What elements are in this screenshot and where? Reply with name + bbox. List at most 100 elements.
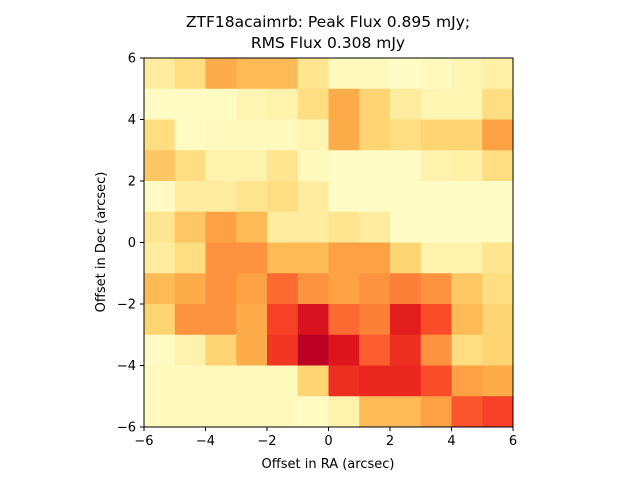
y-tick-label: 0 — [128, 236, 136, 251]
heatmap-cell — [482, 273, 514, 305]
heatmap-cell — [451, 119, 483, 151]
heatmap-cell — [267, 181, 299, 213]
heatmap-cell — [174, 181, 206, 213]
heatmap-cell — [267, 304, 299, 336]
heatmap-cells — [144, 58, 514, 428]
heatmap-cell — [420, 88, 452, 120]
heatmap-cell — [359, 211, 391, 243]
heatmap-cell — [328, 334, 360, 366]
heatmap-cell — [236, 119, 268, 151]
heatmap-cell — [236, 58, 268, 90]
heatmap-cell — [420, 181, 452, 213]
heatmap-cell — [359, 150, 391, 182]
heatmap-cell — [482, 150, 514, 182]
heatmap-cell — [205, 242, 237, 274]
heatmap-cell — [205, 119, 237, 151]
heatmap-cell — [267, 365, 299, 397]
heatmap-cell — [267, 58, 299, 90]
heatmap-cell — [236, 150, 268, 182]
x-tick-label: 0 — [324, 434, 332, 449]
heatmap-cell — [205, 211, 237, 243]
heatmap-cell — [205, 365, 237, 397]
heatmap-cell — [390, 211, 422, 243]
heatmap-cell — [205, 150, 237, 182]
heatmap-cell — [144, 58, 176, 90]
heatmap-cell — [297, 211, 329, 243]
heatmap-cell — [174, 304, 206, 336]
heatmap-cell — [390, 58, 422, 90]
heatmap-cell — [297, 396, 329, 428]
heatmap-cell — [390, 88, 422, 120]
heatmap-cell — [390, 273, 422, 305]
y-tick-label: −4 — [117, 359, 136, 374]
heatmap-cell — [420, 365, 452, 397]
heatmap-cell — [205, 334, 237, 366]
heatmap-cell — [482, 334, 514, 366]
heatmap-cell — [267, 334, 299, 366]
heatmap-cell — [205, 396, 237, 428]
heatmap-cell — [390, 150, 422, 182]
heatmap-cell — [267, 211, 299, 243]
y-tick-label: −2 — [117, 298, 136, 313]
heatmap-cell — [236, 304, 268, 336]
heatmap-cell — [236, 242, 268, 274]
chart-title-line-1: ZTF18acaimrb: Peak Flux 0.895 mJy; — [186, 13, 470, 31]
heatmap-cell — [236, 88, 268, 120]
heatmap-cell — [205, 273, 237, 305]
heatmap-cell — [174, 365, 206, 397]
heatmap-cell — [174, 150, 206, 182]
heatmap-cell — [328, 211, 360, 243]
heatmap-cell — [144, 211, 176, 243]
heatmap-cell — [297, 273, 329, 305]
heatmap-cell — [174, 58, 206, 90]
heatmap-cell — [390, 396, 422, 428]
heatmap-cell — [328, 181, 360, 213]
heatmap-cell — [359, 181, 391, 213]
heatmap-cell — [359, 396, 391, 428]
heatmap-cell — [390, 334, 422, 366]
x-tick-label: −6 — [134, 434, 153, 449]
x-axis: −6 −4 −2 0 2 4 6 — [134, 427, 517, 449]
heatmap-cell — [451, 88, 483, 120]
heatmap-cell — [482, 88, 514, 120]
heatmap-cell — [420, 58, 452, 90]
heatmap-cell — [451, 58, 483, 90]
heatmap-cell — [482, 365, 514, 397]
heatmap-cell — [451, 334, 483, 366]
heatmap-cell — [359, 365, 391, 397]
heatmap-cell — [390, 181, 422, 213]
heatmap-cell — [482, 119, 514, 151]
y-tick-label: 6 — [128, 52, 136, 67]
heatmap-cell — [328, 88, 360, 120]
heatmap-cell — [451, 396, 483, 428]
heatmap-cell — [420, 119, 452, 151]
heatmap-cell — [451, 211, 483, 243]
heatmap-cell — [144, 88, 176, 120]
heatmap-cell — [297, 242, 329, 274]
heatmap-cell — [390, 304, 422, 336]
heatmap-cell — [297, 119, 329, 151]
heatmap-cell — [144, 396, 176, 428]
heatmap-cell — [328, 58, 360, 90]
heatmap-cell — [390, 365, 422, 397]
heatmap-cell — [174, 119, 206, 151]
heatmap-cell — [267, 242, 299, 274]
heatmap-cell — [297, 88, 329, 120]
heatmap-cell — [297, 150, 329, 182]
heatmap-cell — [297, 365, 329, 397]
heatmap-cell — [451, 304, 483, 336]
heatmap-cell — [174, 396, 206, 428]
heatmap-cell — [420, 396, 452, 428]
heatmap-cell — [390, 119, 422, 151]
heatmap-cell — [236, 211, 268, 243]
y-tick-label: 2 — [128, 175, 136, 190]
heatmap-cell — [420, 242, 452, 274]
heatmap-cell — [297, 181, 329, 213]
heatmap-cell — [451, 273, 483, 305]
heatmap-cell — [267, 150, 299, 182]
heatmap-cell — [297, 334, 329, 366]
heatmap-cell — [359, 119, 391, 151]
heatmap-cell — [236, 365, 268, 397]
heatmap-cell — [267, 273, 299, 305]
